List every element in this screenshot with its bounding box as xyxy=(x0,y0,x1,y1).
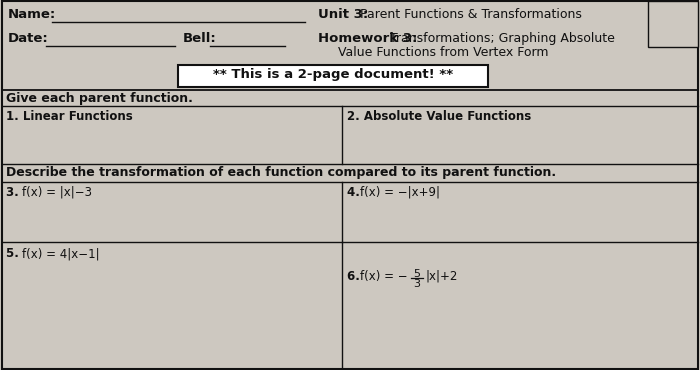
Text: 5.: 5. xyxy=(6,247,23,260)
Text: 6.: 6. xyxy=(346,270,363,283)
Text: 2. Absolute Value Functions: 2. Absolute Value Functions xyxy=(346,110,531,123)
Text: |x|+2: |x|+2 xyxy=(426,270,458,283)
Text: Describe the transformation of each function compared to its parent function.: Describe the transformation of each func… xyxy=(6,166,556,179)
Text: Transformations; Graphing Absolute: Transformations; Graphing Absolute xyxy=(386,32,615,45)
Text: Value Functions from Vertex Form: Value Functions from Vertex Form xyxy=(338,46,549,59)
Text: f(x) = |x|−3: f(x) = |x|−3 xyxy=(22,186,92,199)
Bar xyxy=(178,65,488,87)
Text: Parent Functions & Transformations: Parent Functions & Transformations xyxy=(356,8,582,21)
Text: Date:: Date: xyxy=(8,32,49,45)
Text: f(x) = 4|x−1|: f(x) = 4|x−1| xyxy=(22,247,99,260)
Text: Unit 3:: Unit 3: xyxy=(318,8,368,21)
Text: Bell:: Bell: xyxy=(183,32,217,45)
Text: 3: 3 xyxy=(413,279,420,289)
Bar xyxy=(648,1,698,47)
Text: Homework 3:: Homework 3: xyxy=(318,32,417,45)
Text: 4.: 4. xyxy=(346,186,363,199)
Text: f(x) = −|x+9|: f(x) = −|x+9| xyxy=(360,186,440,199)
Text: Give each parent function.: Give each parent function. xyxy=(6,92,193,105)
Text: Name:: Name: xyxy=(8,8,56,21)
Text: 1. Linear Functions: 1. Linear Functions xyxy=(6,110,133,123)
Text: 5: 5 xyxy=(413,269,420,279)
Text: 3.: 3. xyxy=(6,186,23,199)
Text: f(x) = −: f(x) = − xyxy=(360,270,407,283)
Text: ** This is a 2-page document! **: ** This is a 2-page document! ** xyxy=(213,68,453,81)
